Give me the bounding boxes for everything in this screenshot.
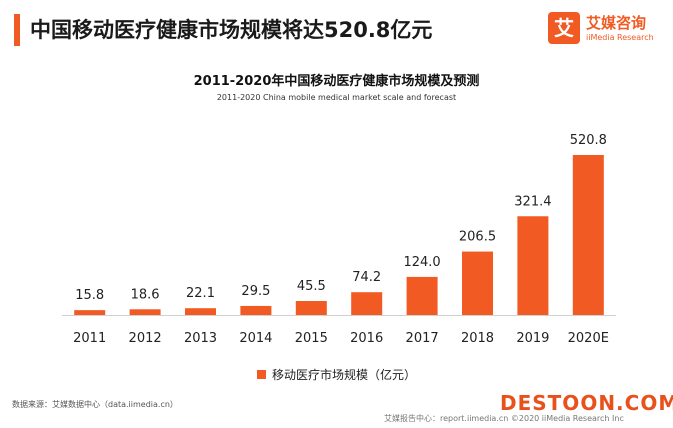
x-tick-2011: 2011 [73, 331, 106, 346]
bar-2017 [406, 276, 438, 315]
bar-2018 [462, 251, 493, 315]
footer-copyright: 艾媒报告中心：report.iimedia.cn ©2020 iiMedia R… [384, 414, 624, 423]
x-tick-2014: 2014 [239, 331, 272, 346]
data-label-2018: 206.5 [459, 230, 496, 245]
x-tick-2020E: 2020E [568, 331, 609, 346]
data-label-2011: 15.8 [75, 288, 104, 303]
legend-swatch [256, 370, 266, 379]
chart-subtitle: 2011-2020 China mobile medical market sc… [216, 93, 457, 102]
chart-title: 2011-2020年中国移动医疗健康市场规模及预测 [193, 74, 480, 89]
data-source: 数据来源：艾媒数据中心（data.iimedia.cn） [12, 400, 178, 409]
bar-2019 [517, 216, 549, 315]
page-title: 中国移动医疗健康市场规模将达520.8亿元 [30, 18, 433, 42]
data-label-2012: 18.6 [131, 287, 160, 302]
data-label-2014: 29.5 [241, 284, 270, 299]
data-label-2016: 74.2 [352, 270, 381, 285]
bar-2016 [351, 292, 383, 315]
logo-mark-icon: 艾 [548, 12, 580, 44]
bar-2013 [185, 308, 216, 315]
logo-name-en: iiMedia Research [586, 33, 654, 42]
chart-legend: 移动医疗市场规模（亿元） [0, 366, 673, 383]
bar-2020E [572, 155, 604, 315]
x-tick-2013: 2013 [184, 331, 217, 346]
header-accent-bar [14, 14, 20, 46]
x-tick-2016: 2016 [350, 331, 383, 346]
bar-chart: 15.8 2011 18.6 2012 22.1 2013 29.5 2014 45.5 2015… [62, 133, 616, 346]
data-label-2013: 22.1 [186, 286, 215, 301]
x-tick-2015: 2015 [295, 331, 328, 346]
logo-name-cn: 艾媒咨询 [586, 14, 647, 32]
x-tick-2017: 2017 [406, 331, 439, 346]
x-tick-2012: 2012 [129, 331, 162, 346]
x-tick-2018: 2018 [461, 331, 494, 346]
x-tick-2019: 2019 [516, 331, 549, 346]
bar-2015 [295, 301, 327, 315]
data-label-2017: 124.0 [403, 255, 440, 270]
data-label-2015: 45.5 [297, 279, 326, 294]
bar-2014 [240, 305, 272, 315]
legend-label: 移动医疗市场规模（亿元） [271, 368, 416, 382]
bar-2012 [129, 309, 161, 315]
data-label-2019: 321.4 [514, 194, 551, 209]
bar-2011 [74, 310, 106, 315]
watermark: DESTOON.COM [500, 391, 673, 415]
data-label-2020E: 520.8 [570, 133, 607, 148]
brand-logo: 艾 艾媒咨询 iiMedia Research [548, 12, 663, 48]
